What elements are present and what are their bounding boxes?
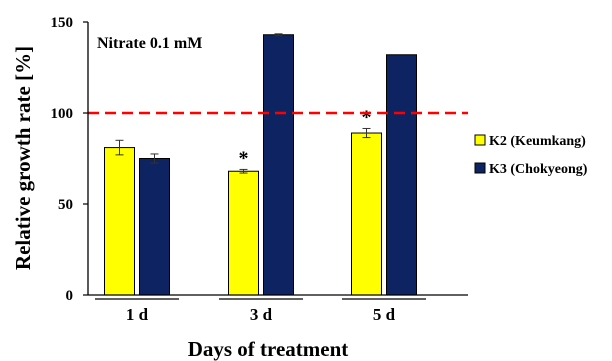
legend-swatch-k3 [474, 162, 486, 174]
bar-k2 [351, 132, 382, 296]
x-axis-label: Days of treatment [188, 337, 349, 361]
bar-k2 [104, 147, 135, 296]
y-tick-label: 150 [51, 15, 74, 31]
bar-k2 [228, 170, 259, 296]
y-tick-label: 50 [58, 197, 73, 213]
legend-label-k2: K2 (Keumkang) [489, 134, 586, 149]
y-tick-label: 100 [51, 106, 74, 122]
x-tick-label: 5 d [373, 305, 396, 324]
chart-annotation: Nitrate 0.1 mM [97, 35, 202, 52]
bar-k3 [386, 54, 417, 296]
y-axis-ticks: 0 50 100 150 [51, 15, 88, 304]
x-tick-label: 1 d [126, 305, 149, 324]
bar-k3 [139, 158, 170, 296]
bars: ** [104, 33, 417, 296]
legend: K2 (Keumkang) K3 (Chokyeong) [474, 134, 588, 177]
y-axis-label: Relative growth rate [%] [11, 46, 35, 270]
legend-label-k3: K3 (Chokyeong) [489, 162, 588, 177]
significance-marker: * [239, 147, 249, 169]
x-axis-categories: 1 d 3 d 5 d [95, 298, 426, 324]
bar-k3 [263, 34, 294, 296]
significance-marker: * [362, 106, 372, 128]
x-tick-label: 3 d [250, 305, 273, 324]
legend-swatch-k2 [474, 134, 486, 146]
y-tick-label: 0 [66, 288, 74, 304]
